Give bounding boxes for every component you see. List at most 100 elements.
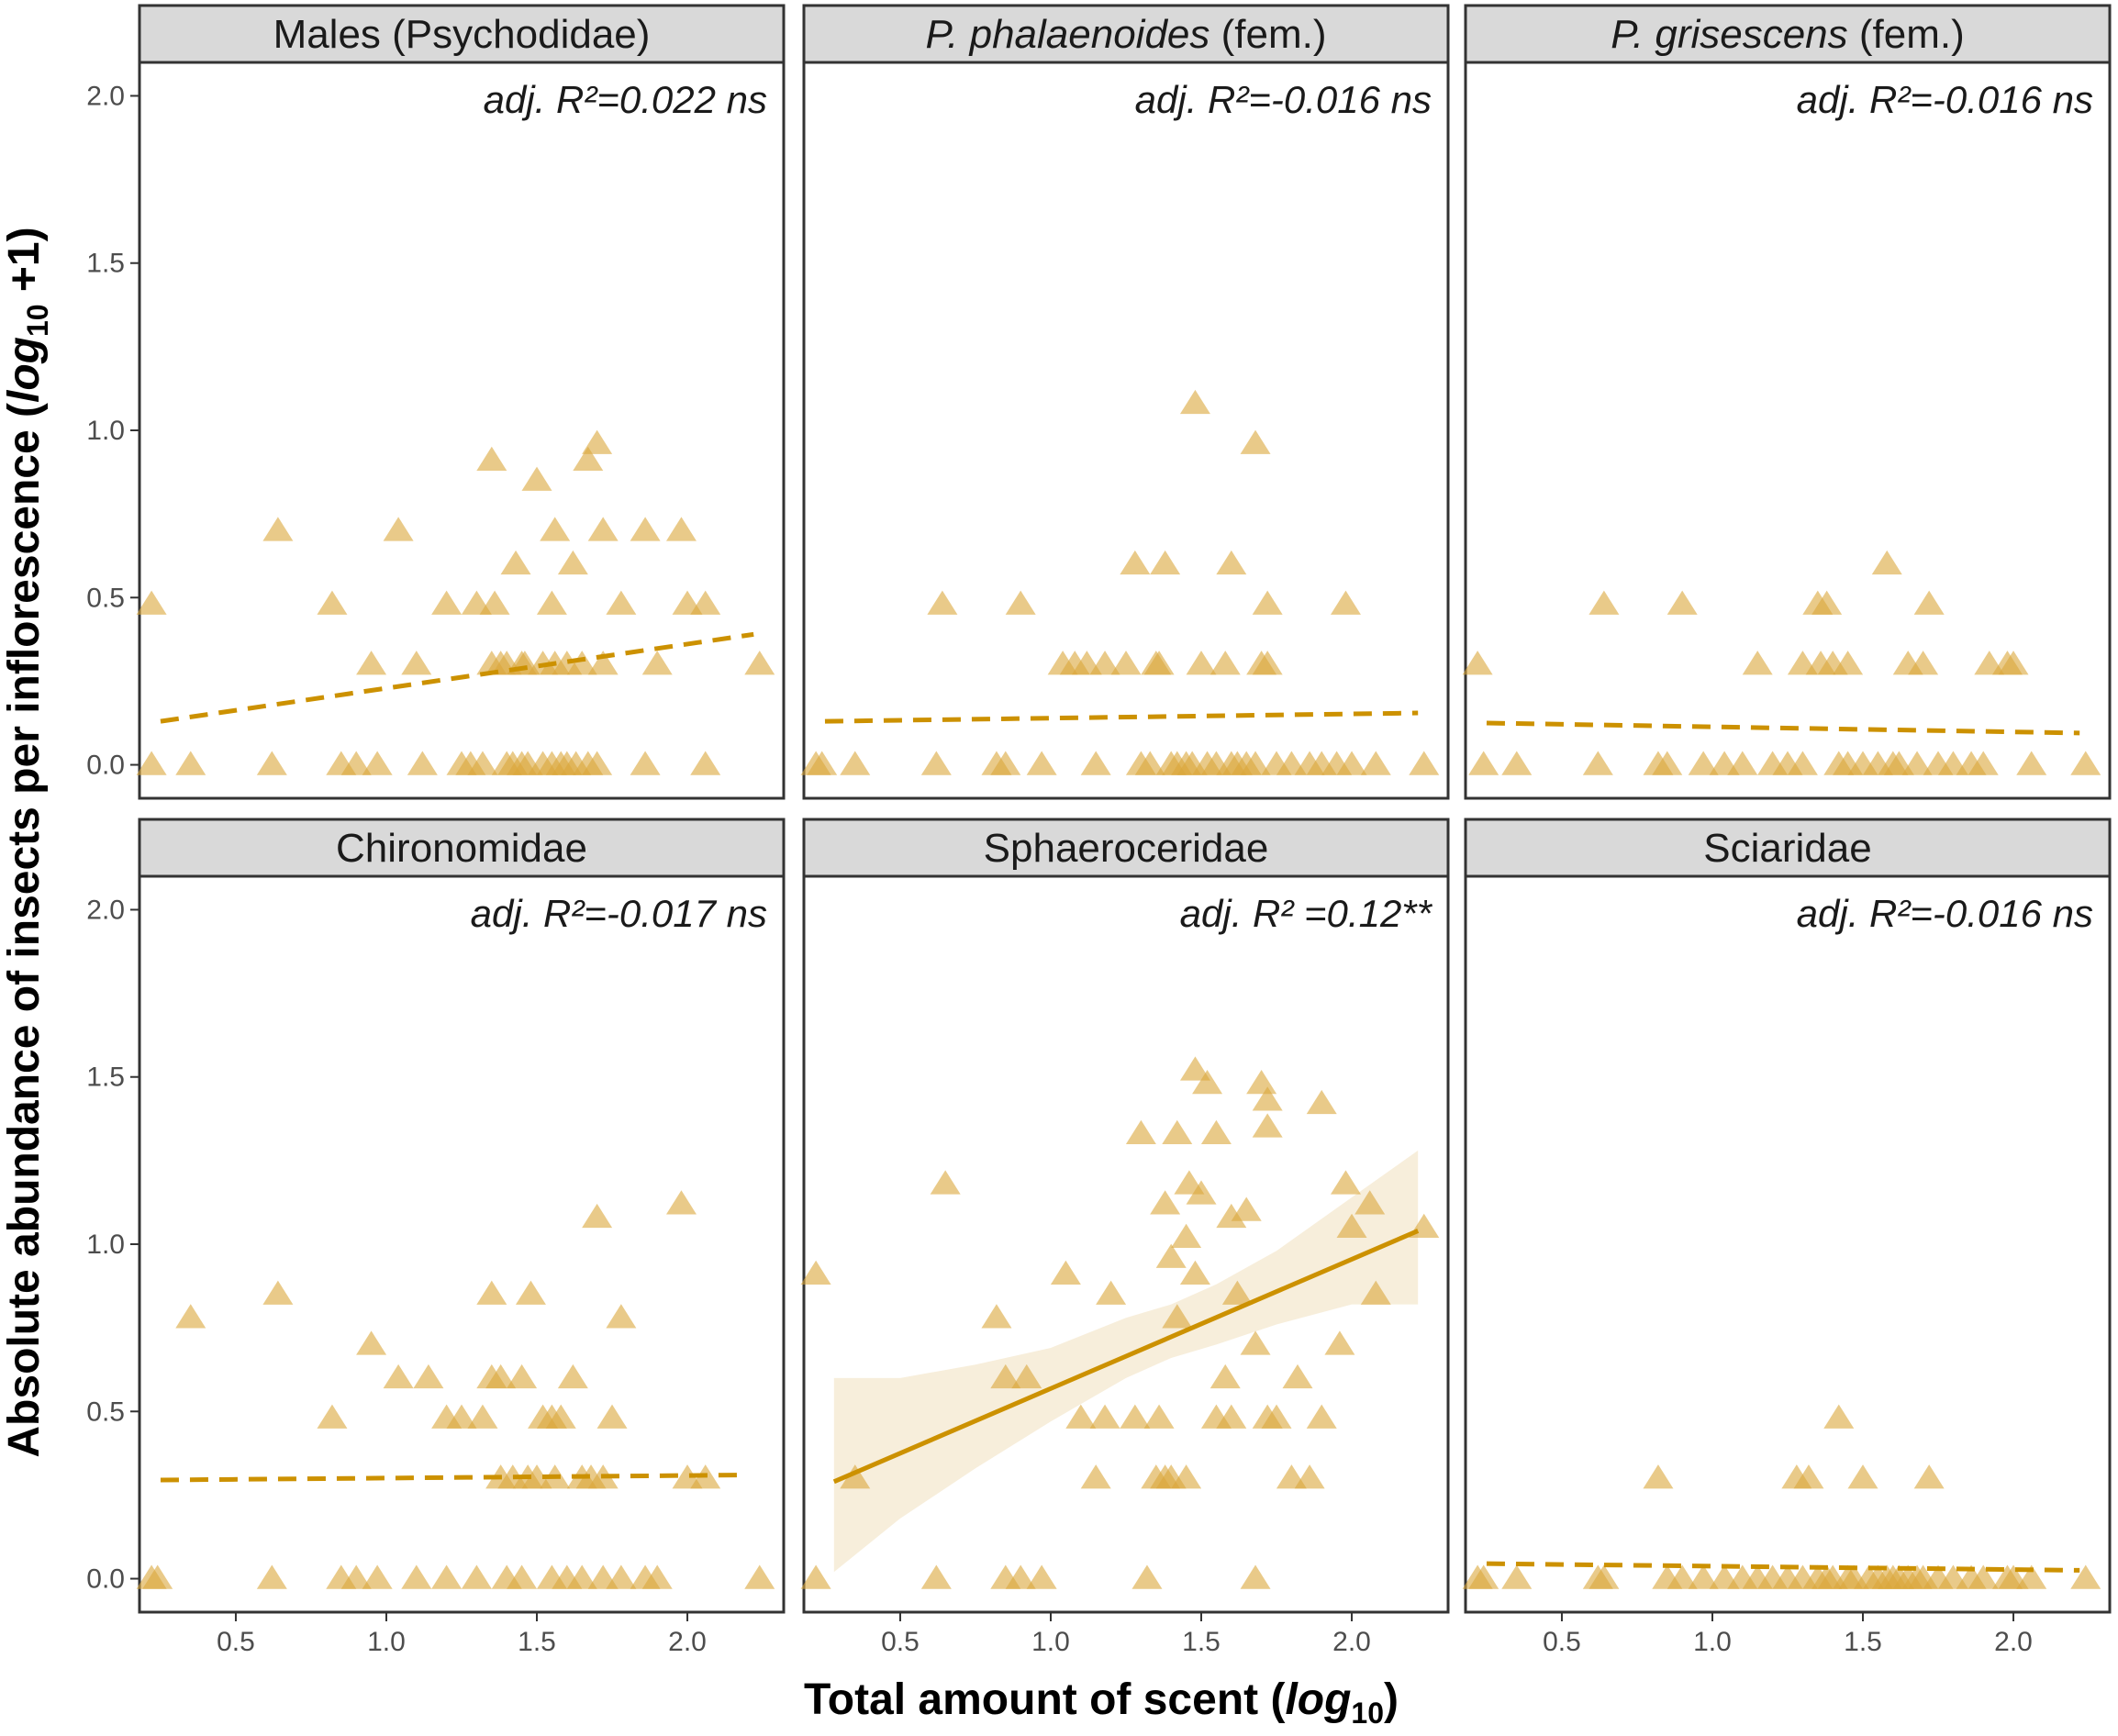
data-point <box>800 1260 831 1285</box>
data-point <box>1209 651 1241 675</box>
data-point <box>507 1363 538 1389</box>
data-point <box>476 1280 507 1305</box>
data-point <box>927 590 958 615</box>
x-tick-label: 1.5 <box>1844 1627 1882 1657</box>
data-point <box>479 590 510 615</box>
panel-title: Sciaridae <box>1703 826 1871 871</box>
panel-title: Males (Psychodidae) <box>273 12 651 57</box>
panel-5: Sphaeroceridae adj. R² =0.12** 0.5 1.0 1.5 2.… <box>800 818 1450 1657</box>
data-point <box>1811 590 1843 615</box>
data-point <box>690 590 721 615</box>
data-point <box>606 590 637 615</box>
data-point <box>1330 1170 1361 1195</box>
data-point <box>1643 1464 1674 1489</box>
data-point <box>1080 1464 1111 1489</box>
x-tick-label: 0.5 <box>1543 1627 1581 1657</box>
panel-strip <box>1464 818 2112 878</box>
data-point <box>485 1363 517 1389</box>
data-point <box>1321 751 1353 775</box>
data-point <box>362 751 393 775</box>
y-tick-label: 2.0 <box>86 81 125 111</box>
data-point <box>1360 751 1391 775</box>
data-point <box>1134 751 1165 775</box>
data-point <box>175 751 206 775</box>
data-point <box>1913 590 1945 615</box>
data-point <box>317 590 348 615</box>
data-point <box>356 651 387 675</box>
data-point <box>1823 1404 1855 1429</box>
data-point <box>545 751 576 775</box>
data-point <box>641 651 673 675</box>
data-point <box>383 1363 414 1389</box>
data-point <box>1901 751 1933 775</box>
y-title-main: Absolute abundance of insects per inflor… <box>0 403 49 1458</box>
data-point <box>1833 651 1864 675</box>
data-point <box>1192 1070 1223 1095</box>
data-point <box>500 550 531 575</box>
data-point <box>1968 751 1999 775</box>
data-point <box>1282 1363 1313 1389</box>
data-point <box>1005 590 1036 615</box>
data-point <box>536 590 567 615</box>
data-point <box>1171 1223 1202 1248</box>
data-point <box>575 1464 607 1489</box>
panel-frame <box>138 61 786 800</box>
data-point <box>1330 590 1361 615</box>
x-tick-label: 0.5 <box>881 1627 920 1657</box>
data-point <box>1667 1564 1698 1589</box>
data-point <box>401 1564 432 1589</box>
data-point <box>582 1203 613 1229</box>
data-point <box>1793 1464 1824 1489</box>
data-point <box>744 1564 775 1589</box>
panel-title-text: Males (Psychodidae) <box>273 12 651 57</box>
y-title-sub: 10 <box>21 304 54 337</box>
y-tick-label: 1.5 <box>86 1063 125 1093</box>
data-point <box>401 651 432 675</box>
fit-line <box>1486 720 2080 736</box>
data-point <box>552 651 583 675</box>
x-title-log: log <box>1285 1675 1351 1724</box>
data-point <box>1787 751 1818 775</box>
panel-frame <box>1464 874 2112 1614</box>
data-point <box>507 1564 538 1589</box>
data-point <box>446 1404 477 1429</box>
data-point <box>1833 751 1864 775</box>
r2-annotation: adj. R²=-0.017 ns <box>471 892 767 935</box>
data-point <box>256 751 287 775</box>
data-point <box>1588 1564 1620 1589</box>
data-point <box>573 446 604 472</box>
data-point <box>566 1564 597 1589</box>
panel-strip <box>138 818 786 878</box>
data-point <box>1727 751 1758 775</box>
data-point <box>1011 1363 1042 1389</box>
data-point <box>383 517 414 541</box>
panel-title-italic: P. phalaenoides <box>925 12 1209 57</box>
r2-annotation: adj. R² =0.12** <box>1180 892 1433 935</box>
y-tick-label: 0.0 <box>86 751 125 781</box>
x-title-main: Total amount of scent ( <box>804 1675 1285 1724</box>
data-point <box>1294 1464 1325 1489</box>
data-point <box>630 751 661 775</box>
data-point <box>1120 1404 1151 1429</box>
data-point <box>800 1564 831 1589</box>
y-tick-label: 1.0 <box>86 1230 125 1260</box>
data-point <box>1246 1070 1277 1095</box>
data-point <box>1588 590 1620 615</box>
x-tick-label: 2.0 <box>1332 1627 1371 1657</box>
data-point <box>2070 1564 2101 1589</box>
data-point <box>1838 1564 1869 1589</box>
panel-title-text: Sphaeroceridae <box>984 826 1269 871</box>
panel-4: Chironomidae adj. R²=-0.017 ns 0.0 0.5 1.0 1.… <box>86 818 786 1657</box>
data-point <box>1252 1086 1283 1111</box>
panel-title-text: (fem.) <box>1848 12 1965 57</box>
data-point <box>1968 1564 1999 1589</box>
panel-strip <box>1464 4 2112 64</box>
panel-frame <box>138 874 786 1614</box>
data-point <box>1026 751 1057 775</box>
panel-frame <box>1464 61 2112 800</box>
data-point <box>1179 1056 1210 1081</box>
panel-title: Chironomidae <box>336 826 587 871</box>
fit-line <box>824 710 1419 724</box>
data-point <box>431 1564 463 1589</box>
x-tick-label: 1.5 <box>1182 1627 1221 1657</box>
